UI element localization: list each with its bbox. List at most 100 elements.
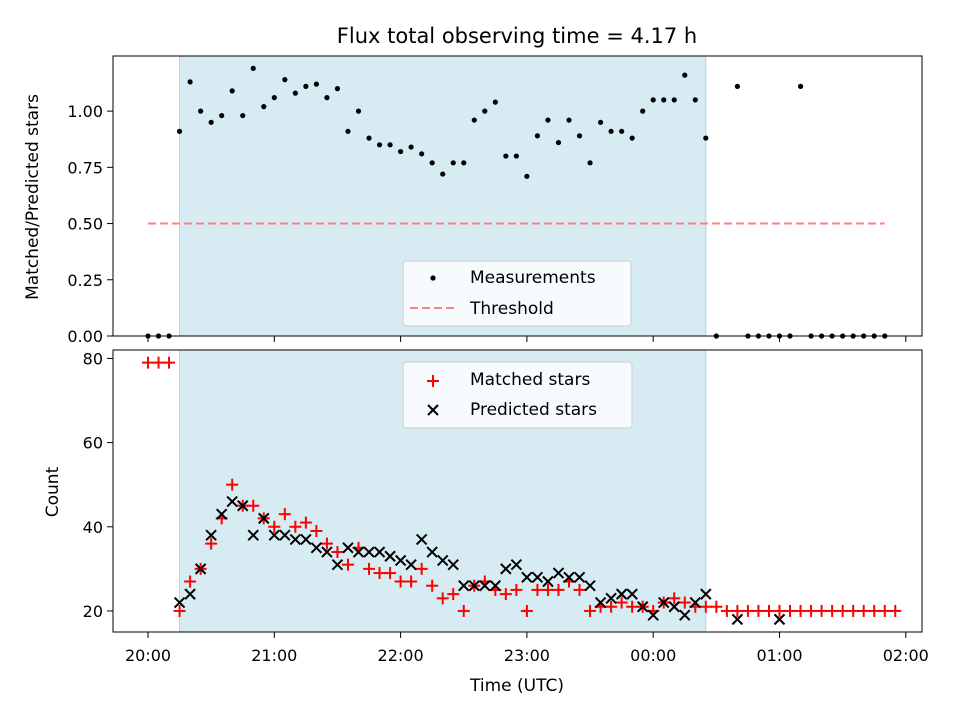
predicted-star-point <box>489 579 502 592</box>
predicted-star-point <box>415 533 428 546</box>
top-y-tick-label: 0.25 <box>67 271 103 290</box>
predicted-star-point <box>289 533 302 546</box>
matched-star-point <box>794 604 807 617</box>
predicted-star-point <box>700 588 712 600</box>
measurement-point <box>608 128 614 134</box>
legend-matched-label: Matched stars <box>470 370 590 390</box>
predicted-star-point <box>184 588 196 600</box>
bottom-legend: Matched stars Predicted stars <box>402 361 633 429</box>
matched-star-point <box>752 604 765 617</box>
matched-star-point <box>499 588 512 601</box>
top-axes-frame <box>112 55 923 337</box>
measurement-point <box>376 142 383 148</box>
measurement-point <box>282 77 288 83</box>
measurement-point <box>461 160 467 166</box>
measurement-point <box>261 104 267 110</box>
predicted-star-point <box>584 579 596 592</box>
measurement-point <box>271 95 277 101</box>
measurement-point <box>334 86 341 92</box>
matched-star-point <box>310 524 323 537</box>
measurement-point <box>198 108 204 114</box>
predicted-star-point <box>479 579 491 592</box>
measurement-point <box>408 144 414 150</box>
matched-star-point <box>363 562 376 575</box>
matched-star-point <box>226 478 239 491</box>
predicted-star-point <box>215 508 228 520</box>
measurement-point <box>366 135 372 141</box>
legend-measurements-label: Measurements <box>470 268 596 288</box>
measurement-point <box>587 160 593 166</box>
matched-star-point <box>710 600 723 613</box>
measurement-point <box>419 151 425 157</box>
matched-star-point <box>331 546 344 559</box>
predicted-star-point <box>573 571 586 583</box>
predicted-star-point <box>436 554 449 567</box>
predicted-star-point <box>247 529 259 541</box>
predicted-star-point <box>679 609 691 621</box>
measurement-point <box>576 133 583 139</box>
predicted-star-point <box>373 546 386 558</box>
matched-star-point <box>510 583 523 596</box>
legend-predicted-marker <box>427 404 439 416</box>
x-tick-label: 01:00 <box>756 646 802 665</box>
bottom-y-tick-label: 60 <box>83 434 103 453</box>
measurement-point <box>355 108 362 114</box>
legend-predicted-label: Predicted stars <box>470 400 597 420</box>
matched-star-point <box>278 508 291 521</box>
predicted-star-point <box>300 533 312 546</box>
x-axis-label: Time (UTC) <box>469 676 564 696</box>
matched-star-point <box>826 604 839 617</box>
chart-title: Flux total observing time = 4.17 h <box>337 24 697 48</box>
matched-star-point <box>784 604 797 617</box>
measurement-point <box>503 153 509 159</box>
x-tick-label: 22:00 <box>378 646 424 665</box>
predicted-star-point <box>521 571 533 583</box>
measurement-point <box>597 119 604 125</box>
predicted-star-point <box>658 596 670 609</box>
matched-star-point <box>584 604 597 617</box>
measurement-point <box>187 79 193 85</box>
top-y-tick-label: 1.00 <box>67 102 103 121</box>
matched-star-point <box>626 600 639 613</box>
measurement-point <box>208 119 214 125</box>
matched-star-point <box>531 583 544 596</box>
matched-star-point <box>857 604 870 617</box>
matched-star-point <box>678 596 691 609</box>
measurement-point <box>345 128 351 134</box>
predicted-star-point <box>458 579 470 592</box>
predicted-star-point <box>552 567 565 579</box>
legend-matched-marker <box>427 375 439 387</box>
predicted-star-point <box>605 592 617 605</box>
matched-star-point <box>878 604 891 617</box>
measurement-point <box>650 97 656 103</box>
x-tick-label: 23:00 <box>504 646 550 665</box>
bottom-y-tick-label: 80 <box>83 349 103 368</box>
measurement-point <box>176 128 183 134</box>
matched-star-point <box>320 537 333 550</box>
predicted-star-point <box>352 546 365 558</box>
predicted-star-point <box>689 596 702 609</box>
predicted-star-point <box>773 613 786 626</box>
predicted-star-point <box>594 596 607 609</box>
predicted-star-point <box>342 542 354 554</box>
matched-star-point <box>426 579 439 592</box>
matched-star-point <box>415 562 428 575</box>
matched-star-point <box>815 604 828 617</box>
measurement-point <box>219 112 225 119</box>
predicted-star-point <box>647 609 659 621</box>
top-y-axis-label: Matched/Predicted stars <box>23 94 43 300</box>
matched-star-point <box>573 583 586 596</box>
measurement-point <box>566 117 572 123</box>
measurement-point <box>619 128 625 134</box>
measurement-point <box>250 65 256 71</box>
matched-star-point <box>741 604 754 617</box>
measurement-point <box>661 97 667 103</box>
predicted-star-point <box>563 571 575 583</box>
predicted-star-point <box>279 529 291 541</box>
predicted-star-point <box>636 601 649 613</box>
measurement-point <box>524 173 530 179</box>
predicted-star-point <box>205 529 217 541</box>
bottom-axes-frame <box>112 349 923 633</box>
matched-star-point <box>541 583 554 596</box>
top-y-tick-label: 0.50 <box>67 215 103 234</box>
